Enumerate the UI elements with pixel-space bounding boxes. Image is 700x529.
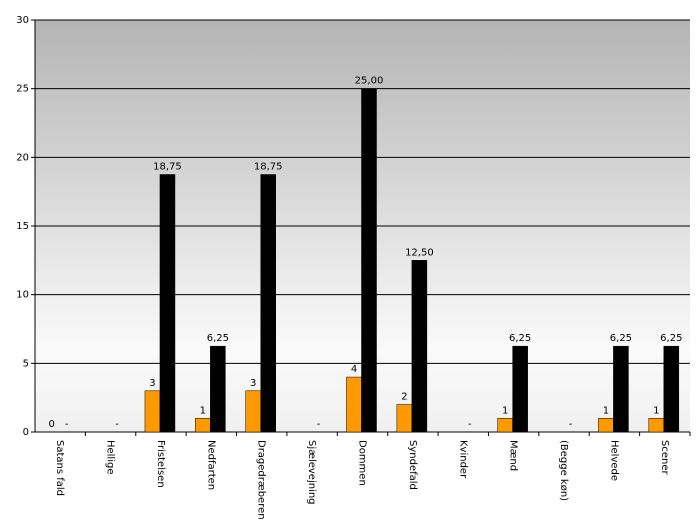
x-tick-label: Sjælevejning — [306, 440, 317, 505]
x-tick-label: Satans fald — [54, 440, 65, 496]
value-label: 6,25 — [207, 333, 229, 344]
x-tick-label: Syndefald — [407, 440, 418, 490]
x-tick-label: Mænd — [508, 440, 519, 471]
value-label: 6,25 — [509, 333, 531, 344]
value-label: 6,25 — [610, 333, 632, 344]
value-label: 12,50 — [405, 247, 434, 258]
x-tick-label: Hellige — [105, 440, 116, 475]
bar — [648, 418, 665, 433]
bar — [598, 418, 614, 433]
value-label: 3 — [250, 378, 256, 389]
value-label: - — [115, 419, 119, 430]
bar — [210, 345, 226, 433]
x-tick-label: Fristelsen — [155, 440, 166, 488]
bar — [159, 174, 176, 433]
value-label: 1 — [603, 405, 609, 416]
value-label: - — [317, 419, 321, 430]
y-tick-label: 10 — [16, 290, 29, 301]
bar — [663, 345, 680, 433]
value-label: 1 — [653, 405, 659, 416]
value-label: 1 — [502, 405, 508, 416]
x-tick-label: Nedfarten — [205, 440, 216, 490]
x-tick-label: (Begge køn) — [558, 440, 569, 501]
x-tick-label: Scener — [659, 440, 670, 475]
value-label: - — [65, 419, 69, 430]
bar — [346, 376, 362, 433]
y-tick-label: 15 — [16, 221, 29, 232]
value-label: 2 — [401, 392, 407, 403]
x-tick-label: Kvinder — [457, 440, 468, 479]
value-label: - — [468, 419, 472, 430]
bar — [396, 404, 413, 433]
value-label: 3 — [149, 378, 155, 389]
bar — [144, 390, 161, 433]
y-tick-label: 30 — [16, 15, 29, 26]
value-label: 18,75 — [254, 162, 283, 173]
value-label: 18,75 — [153, 162, 182, 173]
value-label: 0 — [49, 419, 55, 430]
value-label: 1 — [200, 405, 206, 416]
y-tick-label: 25 — [16, 84, 29, 95]
bar — [613, 345, 629, 433]
bar — [497, 418, 513, 433]
value-label: 6,25 — [660, 333, 682, 344]
x-tick-label: Dragedræberen — [256, 440, 267, 520]
bar — [512, 345, 528, 433]
y-tick-label: 20 — [16, 152, 29, 163]
x-tick-label: Helvede — [608, 440, 619, 481]
bar — [260, 174, 276, 433]
y-tick-label: 5 — [23, 358, 29, 369]
bar — [245, 390, 261, 433]
y-tick-label: 0 — [23, 427, 29, 438]
value-label: - — [569, 419, 573, 430]
value-label: 25,00 — [355, 76, 384, 87]
x-tick-label: Dommen — [357, 440, 368, 486]
bar — [411, 260, 428, 433]
value-label: 4 — [351, 364, 357, 375]
bar — [195, 418, 211, 433]
bar — [361, 88, 377, 433]
